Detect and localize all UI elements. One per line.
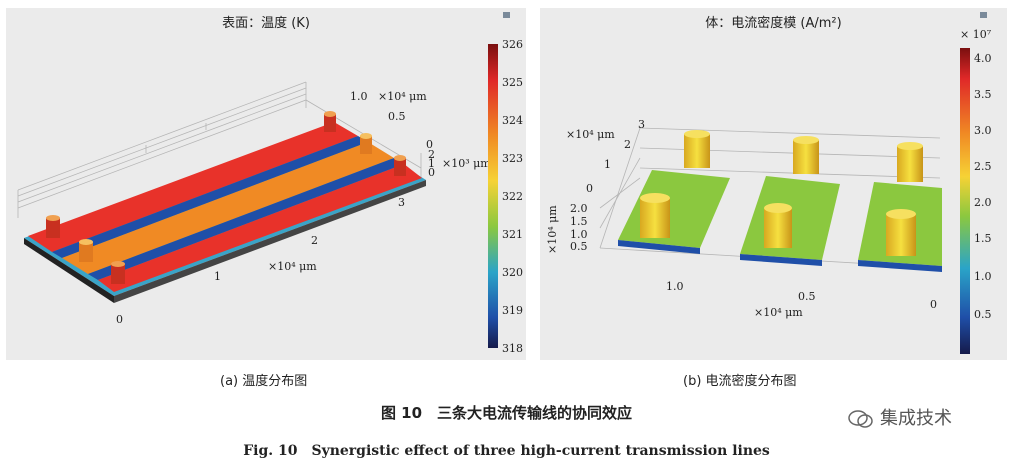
x-tick-b-2: 0 [930,298,937,311]
x-unit-a: ×10⁴ μm [268,260,317,273]
z-tick-b-3: 2.0 [570,202,588,215]
caption-a: (a) 温度分布图 [220,374,308,389]
y-unit-b: ×10⁴ μm [566,128,615,141]
watermark: 集成技术 [848,404,952,430]
wechat-icon [848,410,873,428]
current-colorbar-ticks: 4.0 3.5 3.0 2.5 2.0 1.5 1.0 0.5 [974,52,992,321]
svg-text:322: 322 [502,190,523,203]
y-tick-a-0: 0 [426,138,433,151]
svg-text:2.5: 2.5 [974,160,992,173]
current-density-panel: 体：电流密度模 (A/m²) [540,8,1007,360]
y-tick-a-1: 0.5 [388,110,406,123]
panel-b-corner-icon [980,12,987,18]
pillars-a [46,111,406,284]
z-tick-b-0: 0.5 [570,240,588,253]
temperature-colorbar-ticks: 326 325 324 323 322 321 320 319 318 [502,38,523,355]
board-edge-right [114,180,426,303]
svg-text:326: 326 [502,38,523,51]
svg-text:3.5: 3.5 [974,88,992,101]
svg-text:325: 325 [502,76,523,89]
figure-title-en: Fig. 10 Synergistic effect of three high… [243,443,770,459]
svg-text:323: 323 [502,152,523,165]
z-unit-a: ×10³ μm [442,157,491,170]
grid-lines-a [17,81,422,218]
svg-text:1.5: 1.5 [974,232,992,245]
temperature-colorbar [488,44,498,348]
x-tick-a-0: 0 [116,313,123,326]
y-tick-b-3: 3 [638,118,645,131]
y-tick-a-2: 1.0 [350,90,368,103]
z-tick-b-2: 1.5 [570,215,588,228]
svg-text:324: 324 [502,114,523,127]
z-tick-a-2: 2 [428,148,435,161]
y-unit-a: ×10⁴ μm [378,90,427,103]
x-unit-b: ×10⁴ μm [754,306,803,319]
gap-2 [88,158,404,280]
x-tick-b-0: 1.0 [666,280,684,293]
svg-text:4.0: 4.0 [974,52,992,65]
watermark-text: 集成技术 [880,408,952,429]
colorbar-exponent: × 10⁷ [960,28,992,41]
temperature-plot: 0 1 2 3 ×10⁴ μm 0 0.5 1.0 ×10⁴ μm 0 1 2 … [17,12,523,355]
svg-text:2.0: 2.0 [974,196,992,209]
x-tick-a-2: 2 [311,234,318,247]
caption-b: (b) 电流密度分布图 [683,374,797,389]
current-density-plot: 1.0 0.5 0 ×10⁴ μm 0 1 2 3 ×10⁴ μm 0.5 1.… [546,12,992,354]
temperature-panel: 表面：温度 (K) [6,8,526,360]
z-tick-a-0: 0 [428,166,435,179]
line-3-hot [98,164,422,292]
panel-b-title: 体：电流密度模 (A/m²) [705,16,842,31]
y-tick-b-2: 2 [624,138,631,151]
svg-text:0.5: 0.5 [974,308,992,321]
pillars-b [640,130,923,256]
panel-a-title: 表面：温度 (K) [222,16,310,31]
line-2-warm [62,142,394,274]
svg-text:321: 321 [502,228,523,241]
y-tick-b-0: 0 [586,182,593,195]
z-unit-b: ×10⁴ μm [546,205,559,254]
svg-text:318: 318 [502,342,523,355]
x-tick-a-3: 3 [398,196,405,209]
x-tick-a-1: 1 [214,270,221,283]
svg-text:320: 320 [502,266,523,279]
z-tick-b-1: 1.0 [570,228,588,241]
y-tick-b-1: 1 [604,158,611,171]
current-colorbar [960,48,970,354]
z-tick-a-1: 1 [428,157,435,170]
x-tick-b-1: 0.5 [798,290,816,303]
panel-a-corner-icon [503,12,510,18]
gap-1 [52,136,368,258]
svg-text:319: 319 [502,304,523,317]
svg-text:3.0: 3.0 [974,124,992,137]
line-1-hot [28,122,358,252]
figure-title-cn: 图 10 三条大电流传输线的协同效应 [380,404,633,422]
board-edge [24,238,114,303]
svg-text:1.0: 1.0 [974,270,992,283]
